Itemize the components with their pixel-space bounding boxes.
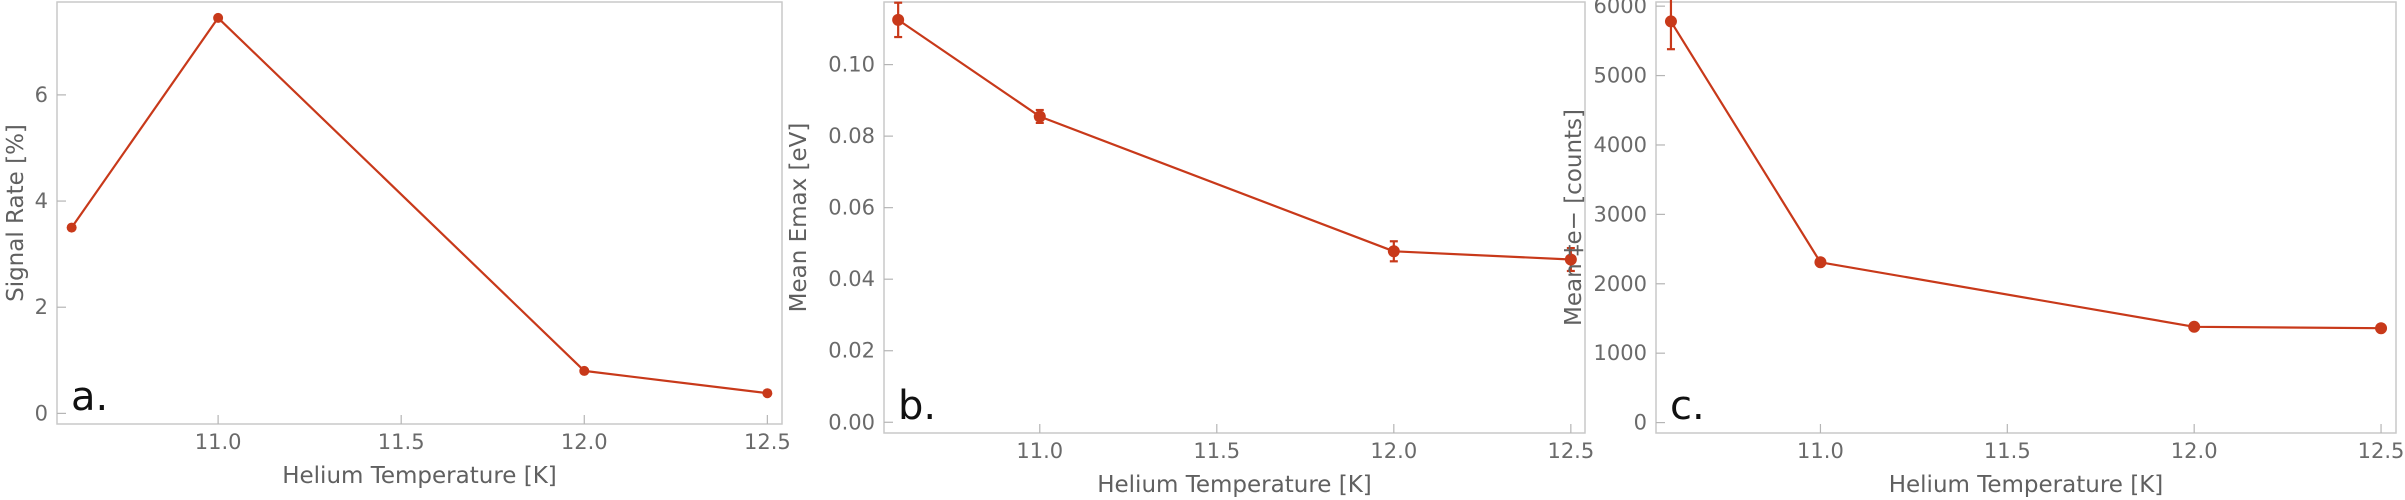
data-point-b-0 bbox=[892, 13, 905, 26]
data-point-c-3 bbox=[2375, 322, 2388, 335]
y-tick-label-a-0: 0 bbox=[35, 401, 48, 425]
data-point-b-1 bbox=[1033, 110, 1046, 123]
y-tick-label-b-2: 0.04 bbox=[828, 267, 875, 291]
x-axis-label-a: Helium Temperature [K] bbox=[282, 463, 557, 489]
data-point-b-3 bbox=[1564, 253, 1577, 266]
data-point-a-0 bbox=[66, 222, 77, 233]
panel-label-c: c. bbox=[1670, 383, 1705, 429]
y-tick-label-c-0: 0 bbox=[1634, 411, 1647, 435]
x-tick-label-b-3: 12.5 bbox=[1547, 439, 1594, 463]
x-tick-label-b-2: 12.0 bbox=[1370, 439, 1417, 463]
marks-b bbox=[892, 1, 1577, 273]
data-point-b-2 bbox=[1387, 245, 1400, 258]
data-point-a-2 bbox=[579, 365, 590, 376]
plot-area-b bbox=[883, 1, 1586, 434]
panel-a: 11.0 11.5 12.0 12.5 0 2 4 6 Helium Temperature … bbox=[3, 1, 791, 489]
y-tick-label-b-1: 0.02 bbox=[828, 339, 875, 363]
y-tick-label-b-3: 0.06 bbox=[828, 196, 875, 220]
x-axis-label-b: Helium Temperature [K] bbox=[1097, 472, 1372, 498]
x-tick-label-c-0: 11.0 bbox=[1797, 439, 1844, 463]
x-tick-label-c-3: 12.5 bbox=[2358, 439, 2405, 463]
series-line-a bbox=[70, 16, 768, 395]
data-point-a-1 bbox=[213, 12, 224, 23]
x-tick-label-b-1: 11.5 bbox=[1193, 439, 1240, 463]
x-tick-label-c-1: 11.5 bbox=[1984, 439, 2031, 463]
data-point-a-3 bbox=[762, 388, 773, 399]
y-tick-label-c-3: 3000 bbox=[1594, 202, 1647, 226]
panel-label-a: a. bbox=[71, 374, 108, 420]
y-tick-label-b-0: 0.00 bbox=[828, 410, 875, 434]
y-tick-label-a-3: 6 bbox=[35, 83, 48, 107]
data-point-c-2 bbox=[2188, 320, 2201, 333]
series-line-c bbox=[1669, 20, 2382, 330]
ticks-b: 11.0 11.5 12.0 12.5 0.00 0.02 0.04 0.06 0.08 0.10 bbox=[828, 53, 1594, 463]
x-tick-label-a-0: 11.0 bbox=[195, 430, 242, 454]
y-tick-label-c-6: 6000 bbox=[1594, 0, 1647, 18]
y-axis-label-a: Signal Rate [%] bbox=[3, 124, 29, 302]
x-axis-label-c: Helium Temperature [K] bbox=[1889, 472, 2164, 498]
y-tick-label-a-1: 2 bbox=[35, 295, 48, 319]
y-tick-label-b-4: 0.08 bbox=[828, 124, 875, 148]
y-tick-label-c-2: 2000 bbox=[1594, 272, 1647, 296]
panel-b: 11.0 11.5 12.0 12.5 0.00 0.02 0.04 0.06 0.08 0.10… bbox=[786, 1, 1594, 498]
x-tick-label-c-2: 12.0 bbox=[2171, 439, 2218, 463]
data-point-c-0 bbox=[1664, 15, 1677, 28]
y-tick-label-c-1: 1000 bbox=[1594, 341, 1647, 365]
marks-c bbox=[1664, 0, 2388, 335]
y-tick-label-c-4: 4000 bbox=[1594, 133, 1647, 157]
panel-c: 11.0 11.5 12.0 12.5 0 1000 2000 3000 4000 5000 600… bbox=[1561, 0, 2404, 498]
y-axis-label-c: Mean ‡e− [counts] bbox=[1561, 109, 1587, 326]
y-tick-label-c-5: 5000 bbox=[1594, 64, 1647, 88]
y-tick-label-a-2: 4 bbox=[35, 189, 48, 213]
ticks-c: 11.0 11.5 12.0 12.5 0 1000 2000 3000 4000 5000 600… bbox=[1594, 0, 2405, 463]
y-tick-label-b-5: 0.10 bbox=[828, 53, 875, 77]
x-tick-label-a-2: 12.0 bbox=[561, 430, 608, 454]
ticks-a: 11.0 11.5 12.0 12.5 0 2 4 6 bbox=[35, 83, 791, 454]
series-line-b bbox=[897, 18, 1571, 261]
x-tick-label-b-0: 11.0 bbox=[1016, 439, 1063, 463]
marks-a bbox=[66, 12, 773, 399]
data-point-c-1 bbox=[1814, 256, 1827, 269]
x-tick-label-a-1: 11.5 bbox=[378, 430, 425, 454]
plot-area-a bbox=[56, 1, 783, 425]
y-axis-label-b: Mean Emax [eV] bbox=[786, 123, 812, 313]
x-tick-label-a-3: 12.5 bbox=[744, 430, 791, 454]
panel-label-b: b. bbox=[898, 383, 936, 429]
plot-area-c bbox=[1655, 1, 2397, 434]
